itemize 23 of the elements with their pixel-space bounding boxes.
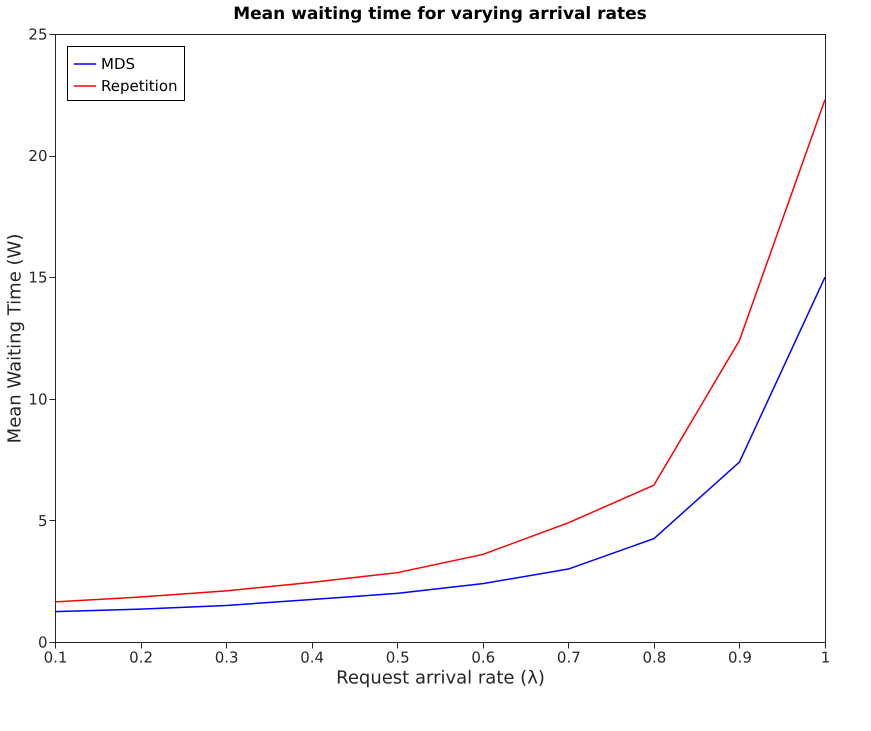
x-tick-label: 0.1 xyxy=(44,648,68,666)
legend-label: MDS xyxy=(101,55,136,73)
x-tick-label: 0.8 xyxy=(642,648,666,666)
x-tick-label: 0.6 xyxy=(471,648,496,666)
y-tick-label: 10 xyxy=(28,390,48,408)
chart-title: Mean waiting time for varying arrival rates xyxy=(233,4,647,24)
line-series xyxy=(54,98,826,603)
y-tick-label: 20 xyxy=(28,147,48,166)
y-axis-title: Mean Waiting Time (W) xyxy=(4,234,26,444)
x-tick-label: 0.4 xyxy=(300,648,324,666)
y-tick-label: 5 xyxy=(38,512,48,530)
y-tick-label: 25 xyxy=(28,26,48,44)
x-axis-title: Request arrival rate (λ) xyxy=(336,668,545,688)
x-tick-label: 1 xyxy=(820,648,830,666)
legend-label: Repetition xyxy=(101,77,178,95)
x-tick-label: 0.3 xyxy=(214,648,239,666)
y-tick-label: 15 xyxy=(28,268,48,287)
x-tick-label: 0.5 xyxy=(386,648,410,666)
x-tick-label: 0.2 xyxy=(129,648,153,666)
x-tick-label: 0.9 xyxy=(728,648,752,666)
x-tick-label: 0.7 xyxy=(556,648,581,666)
line-series xyxy=(54,276,826,612)
y-tick-label: 0 xyxy=(38,634,48,652)
